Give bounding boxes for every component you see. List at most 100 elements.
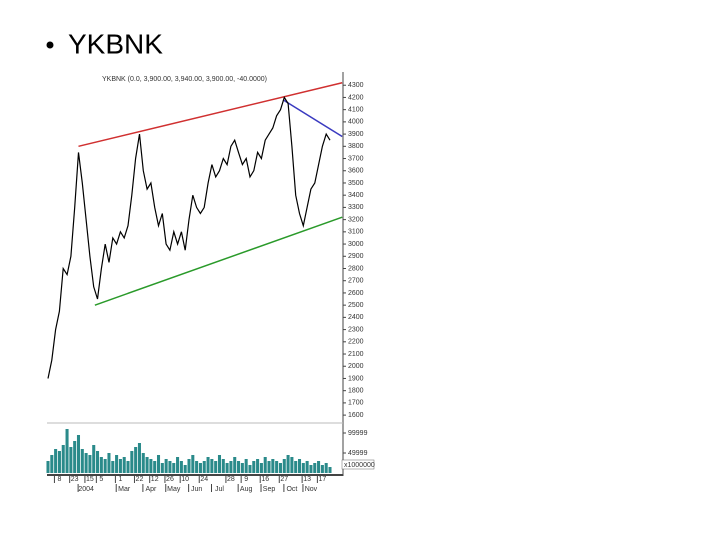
volume-scale-label: x1000000 (344, 462, 375, 469)
volume-bar (240, 463, 244, 473)
volume-bar (50, 455, 54, 473)
volume-bar (256, 459, 260, 473)
x-day-label: 23 (71, 476, 79, 483)
volume-bar (92, 445, 96, 473)
y-tick-label: 1900 (348, 375, 364, 382)
slide-title: YKBNK (68, 28, 163, 59)
y-tick-label: 3600 (348, 168, 364, 175)
x-month-label: May (167, 486, 181, 493)
volume-bar (99, 457, 103, 473)
y-tick-label: 2400 (348, 314, 364, 321)
x-day-label: 9 (244, 476, 248, 483)
bullet (46, 41, 54, 49)
volume-bar (301, 463, 305, 473)
volume-bar (57, 451, 61, 473)
x-day-label: 12 (151, 476, 159, 483)
volume-bar (214, 461, 218, 473)
y-tick-label: 2000 (348, 363, 364, 370)
volume-bar (96, 451, 100, 473)
volume-bar (156, 455, 161, 473)
volume-bar (259, 463, 263, 473)
volume-bar (229, 461, 233, 473)
y-tick-label: 4200 (348, 94, 364, 101)
x-month-label: Nov (305, 486, 318, 493)
volume-bar (73, 441, 77, 473)
volume-bar (275, 461, 279, 473)
y-tick-label: 2900 (348, 253, 364, 260)
volume-bar (137, 443, 141, 473)
volume-bar (244, 459, 248, 473)
y-tick-label: 3900 (348, 131, 364, 138)
volume-bar (320, 465, 324, 473)
volume-bar (217, 455, 222, 473)
volume-bar (76, 435, 81, 473)
volume-bar (145, 457, 149, 473)
y-tick-label: 3700 (348, 155, 364, 162)
y-tick-label: 3400 (348, 192, 364, 199)
x-day-label: 27 (280, 476, 288, 483)
volume-tick-label: 49999 (348, 450, 368, 457)
volume-bar (111, 461, 115, 473)
volume-bar (271, 459, 275, 473)
x-month-label: 2004 (78, 486, 94, 493)
volume-tick-label: 99999 (348, 430, 368, 437)
volume-bar (206, 457, 210, 473)
volume-bar (278, 463, 282, 473)
y-tick-label: 1700 (348, 400, 364, 407)
x-day-label: 16 (261, 476, 269, 483)
x-month-label: Aug (240, 486, 253, 493)
volume-scale-box (341, 459, 375, 470)
x-day-label: 24 (200, 476, 208, 483)
volume-bar (122, 457, 126, 473)
volume-bar (164, 459, 168, 473)
y-tick-label: 1600 (348, 412, 364, 419)
volume-bar (221, 459, 225, 473)
volume-bar (141, 453, 145, 473)
y-tick-label: 1800 (348, 388, 364, 395)
x-month-label: Oct (286, 486, 297, 493)
y-tick-label: 2500 (348, 302, 364, 309)
x-day-label: 15 (86, 476, 94, 483)
volume-bar (69, 447, 73, 473)
y-tick-label: 3000 (348, 241, 364, 248)
y-tick-label: 3500 (348, 180, 364, 187)
volume-bar (313, 463, 317, 473)
volume-bar (248, 465, 252, 473)
volume-bar (160, 463, 164, 473)
y-tick-label: 2600 (348, 290, 364, 297)
volume-bar (290, 457, 294, 473)
volume-bar (263, 457, 267, 473)
volume-bar (328, 467, 332, 473)
volume-bar (61, 445, 65, 473)
x-day-label: 22 (136, 476, 144, 483)
y-tick-label: 2700 (348, 278, 364, 285)
x-day-label: 17 (318, 476, 326, 483)
x-day-label: 1 (118, 476, 122, 483)
volume-bar (294, 461, 298, 473)
y-tick-label: 2200 (348, 339, 364, 346)
volume-bar (115, 455, 119, 473)
volume-bar (317, 461, 321, 473)
trend-line (282, 99, 343, 138)
volume-bar (153, 461, 157, 473)
volume-bar (46, 461, 50, 473)
y-tick-label: 4100 (348, 106, 364, 113)
volume-bar (267, 461, 271, 473)
volume-bar (65, 429, 69, 473)
x-month-label: Jun (191, 486, 202, 493)
y-tick-label: 2300 (348, 326, 364, 333)
y-tick-label: 3200 (348, 216, 364, 223)
volume-bar (149, 459, 153, 473)
volume-bar (84, 453, 88, 473)
volume-bar (286, 455, 290, 473)
volume-bar (324, 463, 328, 473)
volume-bar (179, 461, 183, 473)
volume-bar (88, 455, 92, 473)
y-tick-label: 3100 (348, 229, 364, 236)
x-day-label: 28 (227, 476, 235, 483)
chart-title: YKBNK (0.0, 3,900.00, 3,940.00, 3,900.00… (102, 76, 267, 83)
volume-bar (225, 463, 229, 473)
volume-bar (118, 459, 122, 473)
